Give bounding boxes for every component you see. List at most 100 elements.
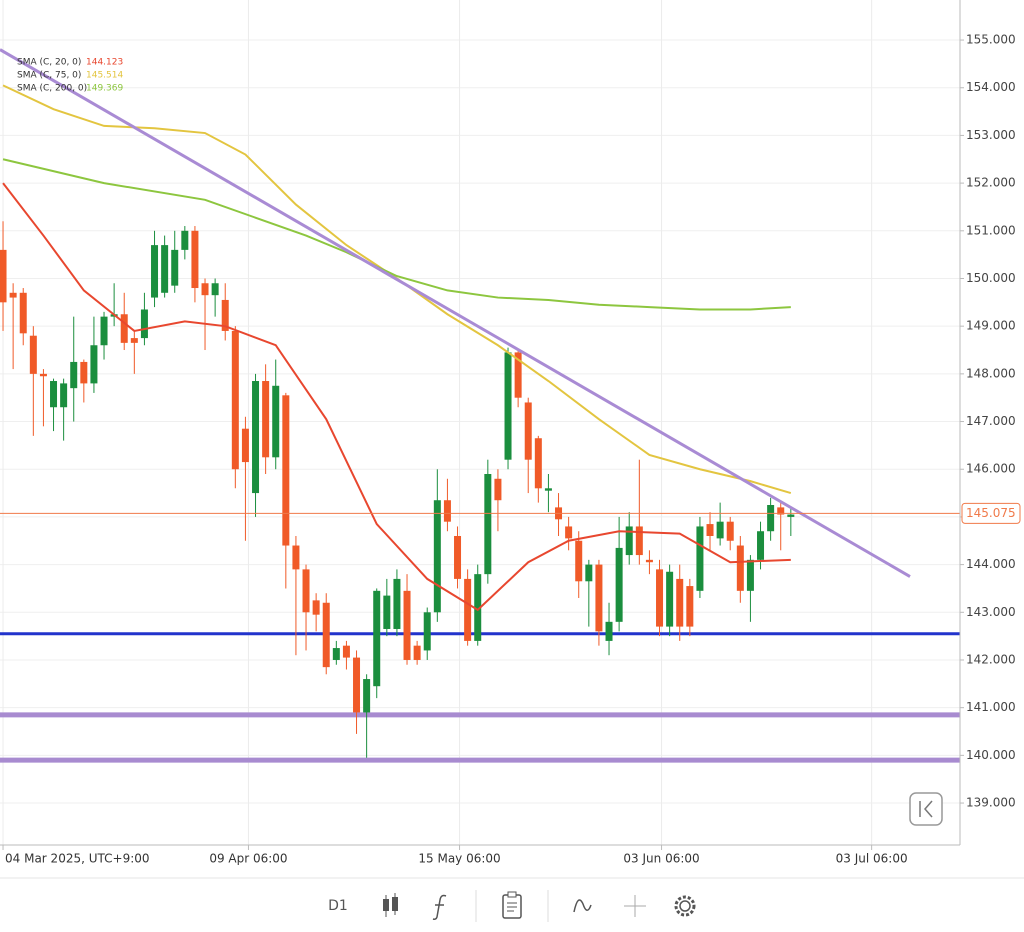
- candle-body: [484, 474, 492, 575]
- y-tick-label: 141.000: [966, 700, 1016, 714]
- candle-body: [575, 540, 583, 582]
- candle-body: [151, 245, 159, 298]
- candle-body: [524, 402, 532, 460]
- button-frame: [909, 792, 943, 826]
- y-tick-label: 147.000: [966, 414, 1016, 428]
- candle-body: [342, 645, 350, 658]
- candle-body: [363, 679, 371, 713]
- indicator-button[interactable]: [432, 894, 447, 920]
- candle-body: [474, 574, 482, 641]
- candle-body: [706, 524, 714, 536]
- candle-body: [252, 381, 260, 494]
- candle-body: [423, 612, 431, 651]
- candle-body: [595, 564, 603, 632]
- y-tick-label: 140.000: [966, 748, 1016, 762]
- candle-body: [221, 299, 229, 331]
- candle-body: [656, 569, 664, 627]
- legend-value: 144.123: [86, 58, 123, 68]
- template-button[interactable]: [502, 891, 522, 919]
- candle-body: [777, 507, 785, 515]
- y-tick-label: 150.000: [966, 271, 1016, 285]
- sma-line: [2, 182, 791, 612]
- candle-body: [494, 478, 502, 501]
- legend-label: SMA (C, 20, 0): [17, 58, 81, 68]
- candle-body: [353, 657, 361, 713]
- candle-body: [272, 385, 280, 458]
- y-tick-label: 142.000: [966, 652, 1016, 666]
- toolbar-bg: [0, 878, 1024, 932]
- candle-body: [0, 249, 7, 303]
- plot: [0, 0, 960, 845]
- x-tick-label: 09 Apr 06:00: [209, 852, 287, 866]
- candle-body: [211, 283, 219, 296]
- candle-body: [29, 335, 37, 374]
- icon: [392, 897, 398, 911]
- candle-body: [322, 602, 330, 668]
- candle-body: [413, 645, 421, 660]
- y-tick-label: 151.000: [966, 223, 1016, 237]
- candle-body: [726, 521, 734, 541]
- crosshair-button[interactable]: [624, 895, 646, 917]
- icon: [383, 899, 389, 911]
- candle-body: [504, 352, 512, 460]
- chart-type-button[interactable]: [383, 893, 398, 917]
- candle-body: [534, 438, 542, 489]
- x-tick-label: 04 Mar 2025, UTC+9:00: [5, 852, 150, 866]
- legend-label: SMA (C, 200, 0): [17, 84, 87, 94]
- candle-body: [696, 526, 704, 591]
- y-tick-label: 146.000: [966, 462, 1016, 476]
- y-tick-label: 152.000: [966, 176, 1016, 190]
- candle-body: [787, 514, 795, 517]
- candle-body: [585, 564, 593, 582]
- candle-body: [676, 578, 684, 627]
- timeframe-button[interactable]: D1: [328, 898, 348, 914]
- candle-body: [615, 547, 623, 622]
- candle-body: [282, 395, 290, 546]
- collapse-button[interactable]: [909, 792, 943, 826]
- last-price-label: 145.075: [966, 506, 1016, 520]
- candle-body: [80, 361, 88, 384]
- x-tick-label: 15 May 06:00: [418, 852, 500, 866]
- candle-body: [9, 292, 17, 298]
- y-tick-label: 144.000: [966, 557, 1016, 571]
- candle-body: [171, 249, 179, 286]
- candle-body: [565, 526, 573, 539]
- candle-body: [332, 648, 340, 660]
- candle-body: [130, 338, 138, 343]
- candle-body: [544, 488, 552, 491]
- icon: [507, 891, 517, 898]
- candle-body: [292, 545, 300, 570]
- candle-body: [666, 571, 674, 627]
- candle-body: [302, 569, 310, 613]
- candle-body: [767, 504, 775, 532]
- x-tick-label: 03 Jun 06:00: [623, 852, 699, 866]
- candle-body: [70, 361, 78, 389]
- candle-body: [50, 381, 58, 408]
- y-tick-label: 149.000: [966, 319, 1016, 333]
- candle-body: [39, 373, 47, 377]
- settings-button[interactable]: [674, 895, 696, 917]
- candle-body: [19, 292, 27, 334]
- candle-body: [120, 314, 128, 343]
- candle-body: [464, 578, 472, 641]
- candle-body: [262, 381, 270, 458]
- candle-body: [443, 500, 451, 522]
- candle-body: [605, 621, 613, 641]
- x-tick-label: 03 Jul 06:00: [836, 852, 908, 866]
- icon: [674, 895, 696, 917]
- drawing-button[interactable]: [573, 899, 592, 913]
- legend-value: 145.514: [86, 71, 123, 81]
- icon: [679, 900, 691, 912]
- last-price-box: [961, 502, 1021, 524]
- candle-body: [373, 590, 381, 687]
- candle-body: [241, 428, 249, 463]
- sma-line: [2, 158, 791, 311]
- candle-body: [60, 383, 68, 408]
- y-tick-label: 143.000: [966, 605, 1016, 619]
- candle-body: [736, 545, 744, 591]
- icon: [924, 800, 933, 818]
- candle-body: [746, 559, 754, 591]
- y-tick-label: 154.000: [966, 80, 1016, 94]
- candle-body: [231, 330, 239, 470]
